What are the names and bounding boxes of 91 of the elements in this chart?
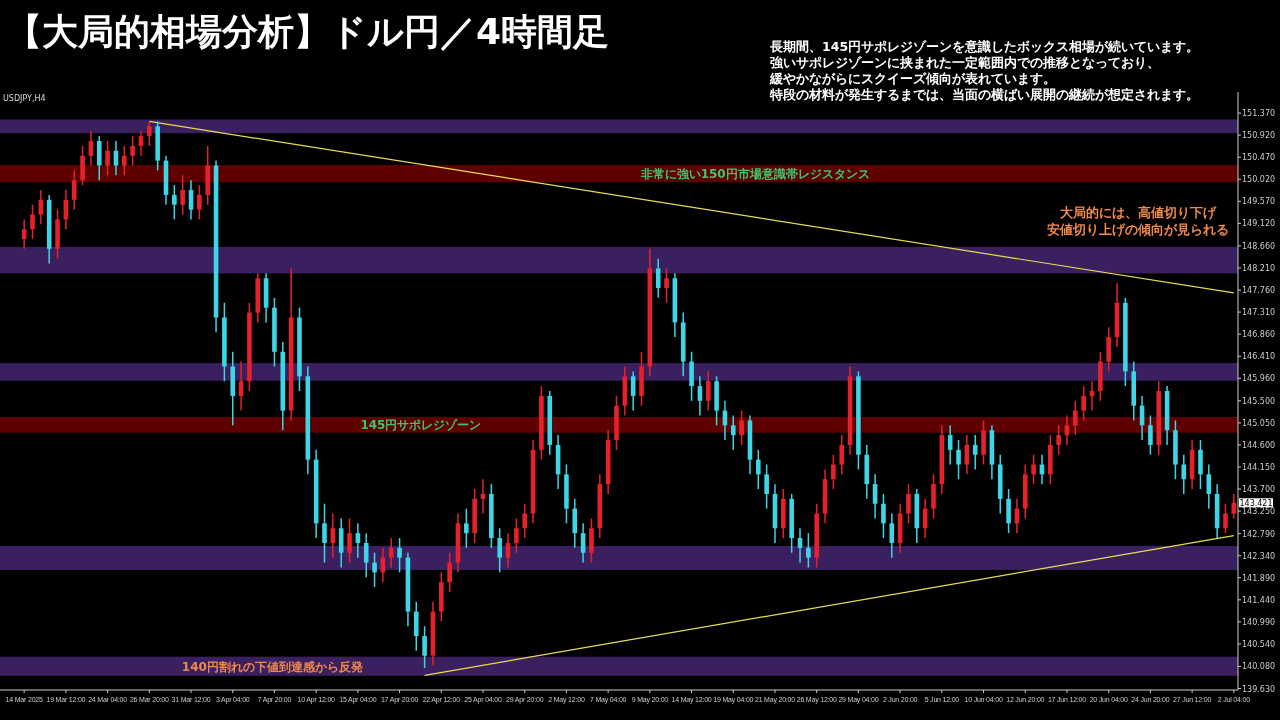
candlestick <box>730 414 736 451</box>
annotation: USDJPY,H4 <box>3 94 46 103</box>
candlestick <box>947 424 953 466</box>
candlestick <box>330 512 336 559</box>
candlestick <box>1223 502 1228 534</box>
candlestick <box>464 507 469 549</box>
candlestick <box>881 493 886 539</box>
candlestick <box>197 184 202 221</box>
y-tick-label: 142.340 <box>1242 551 1276 561</box>
y-tick-label: 147.760 <box>1242 286 1276 296</box>
candlestick <box>1089 380 1095 412</box>
text: 長期間、145円サポレジゾーンを意識したボックス相場が続いています。 <box>769 39 1200 54</box>
candlestick <box>130 135 135 167</box>
text: 143.421 <box>1239 498 1273 508</box>
candlestick <box>147 120 152 147</box>
y-tick-label: 151.370 <box>1242 109 1276 119</box>
candlestick <box>105 140 110 177</box>
candlestick <box>363 532 369 579</box>
y-tick-label: 148.660 <box>1242 241 1276 251</box>
y-tick-label: 148.210 <box>1242 263 1276 273</box>
y-tick-label: 150.920 <box>1242 131 1276 141</box>
y-tick-label: 144.150 <box>1242 462 1276 472</box>
candlestick <box>806 532 811 569</box>
candlestick <box>1148 414 1153 456</box>
candlestick <box>322 502 327 564</box>
candlestick <box>480 478 486 515</box>
candlestick <box>172 184 177 221</box>
candlestick <box>889 512 895 559</box>
candlestick <box>388 537 394 569</box>
y-tick-label: 149.120 <box>1242 219 1276 229</box>
y-tick-label: 146.410 <box>1242 352 1276 362</box>
text: 緩やかながらにスクイーズ傾向が表れています。 <box>769 71 1056 86</box>
y-tick-label: 144.600 <box>1242 440 1276 450</box>
y-tick-label: 145.960 <box>1242 374 1276 384</box>
annotation: 大局的には、高値切り下げ <box>1060 205 1217 220</box>
y-tick-label: 141.890 <box>1242 573 1276 583</box>
chart-title: 【大局的相場分析】ドル円／4時間足 <box>6 11 610 52</box>
y-tick-label: 143.700 <box>1242 485 1276 495</box>
candlestick <box>697 375 703 417</box>
candlestick <box>1073 400 1078 436</box>
candlestick <box>121 145 127 177</box>
y-tick-label: 149.570 <box>1242 197 1276 207</box>
candlestick <box>1081 385 1086 422</box>
candlestick <box>756 449 761 490</box>
candlestick <box>1031 453 1036 485</box>
candlestick <box>422 625 427 669</box>
candlestick <box>505 532 511 569</box>
y-tick-label: 142.790 <box>1242 529 1276 539</box>
y-tick-label: 145.500 <box>1242 396 1276 406</box>
candlestick <box>1181 453 1187 495</box>
candlestick <box>906 483 911 525</box>
candlestick <box>522 502 528 539</box>
candlestick <box>739 409 744 446</box>
candlestick <box>664 267 669 304</box>
candlestick <box>38 189 44 226</box>
band-label: 145円サポレジゾーン <box>360 418 482 433</box>
y-tick-label: 150.020 <box>1242 175 1276 185</box>
y-tick-label: 140.540 <box>1242 639 1276 649</box>
candlestick <box>347 517 352 564</box>
candlestick <box>238 360 244 412</box>
candlestick <box>764 463 769 510</box>
candlestick <box>180 174 185 216</box>
y-tick-label: 147.310 <box>1242 308 1276 318</box>
y-tick-label: 145.050 <box>1242 418 1276 428</box>
candlestick <box>88 130 94 167</box>
candlestick <box>71 169 77 211</box>
candlestick <box>514 517 519 554</box>
y-tick-label: 139.630 <box>1242 684 1276 694</box>
candlestick <box>497 527 502 574</box>
candlestick <box>956 439 961 480</box>
candlestick <box>397 537 402 574</box>
candlestick <box>705 370 711 412</box>
y-tick-label: 141.440 <box>1242 595 1276 605</box>
band-label: 140円割れの下値到達感から反発 <box>181 659 363 674</box>
y-tick-label: 150.470 <box>1242 153 1276 163</box>
candlestick <box>372 552 377 588</box>
candlestick <box>113 140 119 177</box>
annotation: 特段の材料が発生するまでは、当面の横ばい展開の継続が想定されます。 <box>769 87 1199 102</box>
y-tick-label: 143.250 <box>1242 507 1276 517</box>
y-tick-label: 146.860 <box>1242 330 1276 340</box>
candlestick <box>831 453 836 490</box>
text: 強いサポレジゾーンに挟まれた一定範囲内での推移となっており、 <box>770 55 1160 70</box>
candlestick <box>447 552 452 593</box>
candlestick <box>972 434 978 471</box>
y-tick-label: 140.990 <box>1242 617 1276 627</box>
candlestick <box>1056 424 1061 456</box>
candlestick <box>30 203 35 240</box>
candlestick <box>839 434 845 476</box>
annotation: 安値切り上げの傾向が見られる <box>1047 222 1229 237</box>
y-tick-label: 140.080 <box>1242 662 1276 672</box>
band-label: 非常に強い150円市場意識帯レジスタンス <box>639 167 870 182</box>
